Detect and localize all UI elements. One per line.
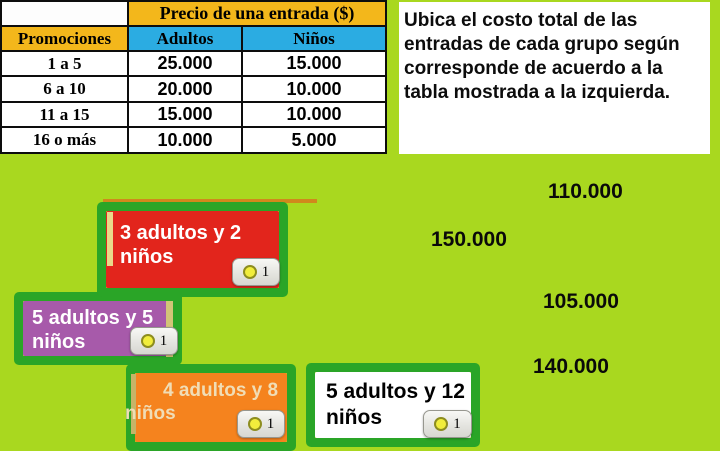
card-frame-red: 3 adultos y 2 niños 1 xyxy=(97,202,288,297)
dropzone-edge xyxy=(131,374,136,434)
col-header-ninos: Niños xyxy=(241,25,387,52)
table-row: 6 a 10 20.000 10.000 xyxy=(0,75,387,103)
count-badge: 1 xyxy=(423,410,472,438)
card-label: 5 adultos y 5 niños xyxy=(32,307,154,354)
counter-dot-icon xyxy=(434,417,449,431)
count-badge: 1 xyxy=(232,258,280,286)
promo-range-label: 6 a 10 xyxy=(0,75,129,103)
instruction-panel: Ubica el costo total de las entradas de … xyxy=(399,2,710,154)
counter-dot-icon xyxy=(140,334,155,348)
price-table: Precio de una entrada ($) Promociones Ad… xyxy=(0,0,387,154)
dropzone-edge xyxy=(103,199,317,203)
card-label: 5 adultos y 12 niños xyxy=(326,380,465,429)
answer-slot-140000[interactable]: 140.000 xyxy=(533,355,609,378)
instruction-text: Ubica el costo total de las entradas de … xyxy=(404,10,680,103)
count-value: 1 xyxy=(261,263,270,280)
count-badge: 1 xyxy=(130,327,178,355)
table-row: 16 o más 10.000 5.000 xyxy=(0,126,387,154)
row-header-promociones: Promociones xyxy=(0,25,129,52)
draggable-card-white[interactable]: 5 adultos y 12 niños 1 xyxy=(315,372,472,438)
adultos-price: 25.000 xyxy=(127,50,243,77)
table-title: Precio de una entrada ($) xyxy=(127,0,387,27)
card-frame-orange: 4 adultos y 8 niños 1 xyxy=(125,364,296,451)
dropzone-edge xyxy=(107,212,113,266)
count-value: 1 xyxy=(266,415,275,432)
counter-dot-icon xyxy=(247,417,262,431)
answer-slot-110000[interactable]: 110.000 xyxy=(548,180,623,203)
ninos-price: 15.000 xyxy=(241,50,387,77)
card-label: 4 adultos y 8 niños xyxy=(125,380,279,425)
draggable-card-orange[interactable]: 4 adultos y 8 niños 1 xyxy=(125,373,287,442)
draggable-card-purple[interactable]: 5 adultos y 5 niños 1 xyxy=(23,301,178,357)
answer-slot-150000[interactable]: 150.000 xyxy=(431,228,507,251)
table-blank-cell xyxy=(0,0,129,27)
col-header-adultos: Adultos xyxy=(127,25,243,52)
promo-range-label: 16 o más xyxy=(0,126,129,154)
counter-dot-icon xyxy=(242,265,257,279)
ninos-price: 10.000 xyxy=(241,101,387,128)
ninos-price: 10.000 xyxy=(241,75,387,103)
promo-range-label: 1 a 5 xyxy=(0,50,129,77)
count-badge: 1 xyxy=(237,410,285,438)
promo-range-label: 11 a 15 xyxy=(0,101,129,128)
adultos-price: 10.000 xyxy=(127,126,243,154)
ninos-price: 5.000 xyxy=(241,126,387,154)
card-frame-white: 5 adultos y 12 niños 1 xyxy=(306,363,480,447)
answer-slot-105000[interactable]: 105.000 xyxy=(543,290,619,313)
adultos-price: 20.000 xyxy=(127,75,243,103)
adultos-price: 15.000 xyxy=(127,101,243,128)
count-value: 1 xyxy=(453,415,461,432)
card-frame-purple: 5 adultos y 5 niños 1 xyxy=(14,292,182,365)
table-row: 11 a 15 15.000 10.000 xyxy=(0,101,387,128)
count-value: 1 xyxy=(159,332,168,349)
draggable-card-red[interactable]: 3 adultos y 2 niños 1 xyxy=(106,211,280,288)
card-label: 3 adultos y 2 niños xyxy=(120,222,242,269)
table-row: 1 a 5 25.000 15.000 xyxy=(0,50,387,77)
